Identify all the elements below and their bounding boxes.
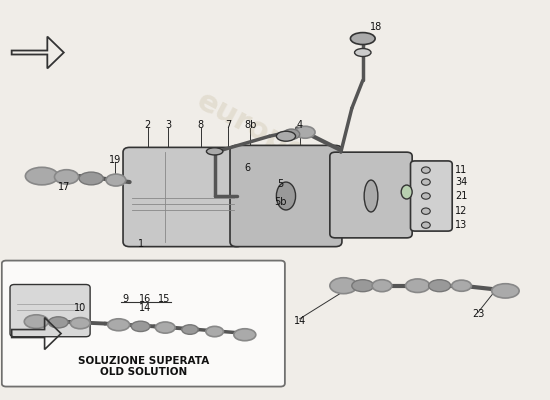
FancyBboxPatch shape — [10, 284, 90, 337]
Ellipse shape — [54, 170, 79, 184]
Ellipse shape — [48, 317, 68, 328]
Text: OLD SOLUTION: OLD SOLUTION — [100, 367, 187, 377]
Text: 17: 17 — [58, 182, 70, 192]
Circle shape — [421, 179, 430, 185]
Ellipse shape — [283, 129, 300, 140]
Ellipse shape — [330, 278, 358, 294]
Text: 8b: 8b — [244, 120, 256, 130]
Circle shape — [421, 222, 430, 228]
Text: 2: 2 — [145, 120, 151, 130]
FancyBboxPatch shape — [123, 147, 243, 247]
Ellipse shape — [79, 172, 103, 185]
Text: 12: 12 — [455, 206, 468, 216]
Text: 1: 1 — [138, 239, 144, 249]
Text: 11: 11 — [455, 165, 468, 175]
Ellipse shape — [25, 167, 58, 185]
Text: 23: 23 — [472, 310, 484, 320]
Ellipse shape — [206, 148, 223, 155]
Text: 5b: 5b — [274, 197, 287, 207]
Ellipse shape — [276, 131, 295, 141]
Text: 14: 14 — [294, 316, 306, 326]
Ellipse shape — [206, 326, 223, 337]
Text: 13: 13 — [455, 220, 468, 230]
Text: 15: 15 — [158, 294, 170, 304]
Text: 16: 16 — [139, 294, 151, 304]
Ellipse shape — [350, 32, 375, 44]
Ellipse shape — [106, 174, 126, 186]
Ellipse shape — [428, 280, 450, 292]
FancyBboxPatch shape — [330, 152, 412, 238]
Ellipse shape — [401, 185, 412, 199]
Text: 5: 5 — [277, 179, 284, 189]
Ellipse shape — [452, 280, 471, 291]
Text: since: since — [274, 171, 309, 198]
Text: 19: 19 — [109, 155, 121, 165]
Text: e u r o p e p a r t s: e u r o p e p a r t s — [238, 180, 345, 244]
Ellipse shape — [295, 126, 315, 138]
Text: 9: 9 — [123, 294, 129, 304]
Text: SOLUZIONE SUPERATA: SOLUZIONE SUPERATA — [78, 356, 209, 366]
Text: 8: 8 — [198, 120, 204, 130]
Ellipse shape — [108, 319, 130, 331]
Circle shape — [421, 167, 430, 173]
Ellipse shape — [70, 318, 90, 329]
Ellipse shape — [405, 279, 430, 292]
FancyBboxPatch shape — [230, 145, 342, 247]
Text: 34: 34 — [455, 177, 468, 187]
Ellipse shape — [276, 182, 295, 210]
Text: europeparts: europeparts — [191, 86, 391, 210]
Text: 4: 4 — [296, 120, 303, 130]
Ellipse shape — [364, 180, 378, 212]
Text: 6: 6 — [245, 163, 251, 173]
Text: 10: 10 — [74, 304, 86, 314]
Circle shape — [421, 208, 430, 214]
Ellipse shape — [492, 284, 519, 298]
Text: 18: 18 — [370, 22, 383, 32]
Ellipse shape — [355, 48, 371, 56]
Text: 14: 14 — [139, 304, 151, 314]
Text: 21: 21 — [455, 191, 468, 201]
FancyBboxPatch shape — [410, 161, 452, 231]
Ellipse shape — [156, 322, 175, 333]
Text: 7: 7 — [226, 120, 232, 130]
Ellipse shape — [352, 280, 374, 292]
Circle shape — [421, 193, 430, 199]
Ellipse shape — [182, 325, 198, 334]
Text: 3: 3 — [165, 120, 171, 130]
Ellipse shape — [131, 321, 150, 332]
Ellipse shape — [372, 280, 392, 292]
FancyBboxPatch shape — [2, 260, 285, 386]
Ellipse shape — [234, 329, 256, 341]
Ellipse shape — [24, 315, 48, 328]
